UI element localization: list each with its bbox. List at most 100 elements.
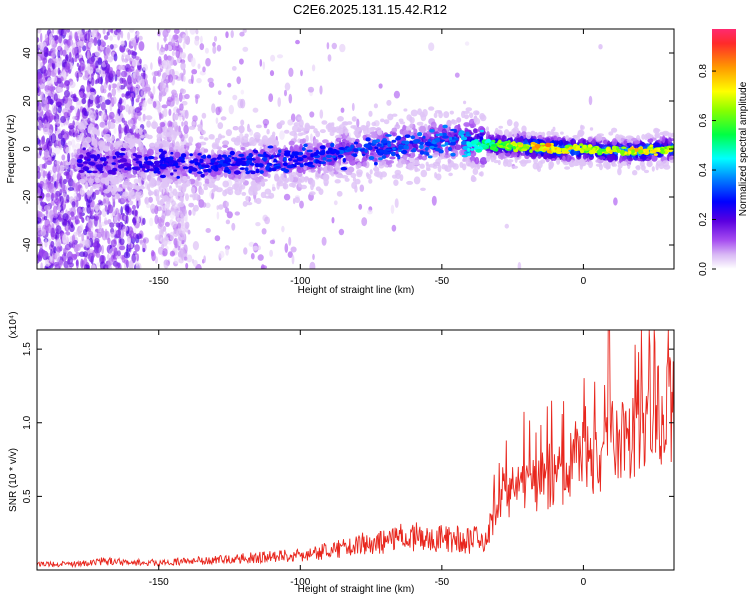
spectrogram-ridge-blob — [595, 159, 600, 163]
spectrogram-ridge-blob — [524, 160, 529, 164]
spectrogram-ridge-blob — [201, 130, 206, 135]
spectrogram-ridge-blob — [391, 127, 398, 133]
spectrogram-ridge-blob — [222, 180, 229, 188]
spectrogram-ridge-blob — [502, 159, 508, 167]
spectrogram-ridge-core — [159, 174, 166, 179]
spectrogram-ridge-blob — [389, 156, 396, 160]
spectrogram-ridge-core — [307, 161, 314, 165]
spectrogram-noise-blob — [109, 35, 113, 41]
spectrogram-noise-blob — [79, 224, 84, 232]
spectrogram-noise-blob — [76, 173, 81, 180]
spectrogram-noise-blob — [97, 57, 103, 66]
spectrogram-ridge-blob — [240, 119, 245, 126]
spectrogram-ridge-blob — [342, 121, 348, 126]
spectrogram-noise-blob — [81, 232, 85, 242]
spectrogram-ridge-blob — [128, 189, 135, 196]
spectrogram-ridge-blob — [130, 140, 136, 148]
spectrogram-ridge-blob — [299, 143, 303, 152]
spectrogram-ridge-core — [450, 152, 456, 157]
spectrogram-ridge-blob — [511, 165, 519, 169]
spectrogram-noise-blob — [130, 38, 137, 47]
spectrogram-noise-blob — [279, 130, 285, 140]
spectrogram-ridge-blob — [605, 163, 610, 170]
spectrogram-ridge-core — [111, 171, 116, 175]
spectrogram-ridge-blob — [427, 149, 431, 154]
spectrogram-ridge-blob — [444, 146, 450, 154]
spectrogram-noise-blob — [132, 204, 136, 210]
spectrogram-noise-blob — [73, 254, 77, 260]
spectrogram-noise-blob — [59, 188, 64, 194]
spectrogram-noise-blob — [220, 116, 227, 121]
spectrogram-noise-blob — [91, 30, 98, 39]
spectrogram-ridge-blob — [469, 156, 477, 164]
spectrogram-noise-blob — [141, 79, 145, 88]
spectrogram-noise-blob — [164, 87, 169, 93]
spectrogram-noise-blob — [135, 70, 140, 79]
spectrogram-ridge-blob — [459, 149, 465, 156]
spectrogram-noise-blob — [152, 85, 156, 95]
spectrogram-ridge-blob — [126, 158, 132, 164]
spectrogram-ridge-blob — [470, 176, 477, 183]
spectrogram-ridge-blob — [416, 121, 424, 126]
spectrogram-ridge-blob — [279, 120, 285, 126]
spectrogram-noise-blob — [49, 183, 55, 190]
spectrogram-noise-blob — [142, 247, 146, 253]
spectrogram-noise-blob — [155, 234, 161, 241]
spectrogram-noise-blob — [159, 112, 162, 121]
spectrogram-noise-blob — [176, 58, 181, 64]
spectrogram-ridge-blob — [178, 185, 182, 192]
spectrogram-noise-blob — [60, 115, 66, 124]
spectrogram-ridge-core — [404, 134, 411, 138]
spectrogram-ridge-blob — [315, 186, 321, 192]
spectrogram-noise-blob — [42, 59, 46, 66]
spectrogram-noise-blob — [212, 42, 216, 47]
spectrogram-noise-blob — [40, 65, 47, 74]
spectrogram-noise-blob — [194, 94, 200, 99]
spectrogram-ridge-blob — [437, 164, 442, 173]
spectrogram-ridge-core — [297, 151, 304, 156]
spectrogram-ridge-core — [82, 161, 89, 164]
spectrogram-ridge-blob — [105, 142, 112, 147]
spectrogram-noise-blob — [104, 205, 108, 212]
spectrogram-ridge-blob — [406, 180, 414, 185]
spectrogram-ridge-blob — [216, 149, 223, 157]
spectrogram-ridge-blob — [333, 171, 339, 175]
spectrogram-noise-blob — [57, 105, 62, 114]
spectrogram-ridge-blob — [496, 129, 501, 135]
spectrogram-noise-blob — [431, 195, 437, 206]
spectrogram-noise-blob — [184, 109, 189, 119]
spectrogram-noise-blob — [248, 241, 255, 247]
spectrogram-ridge-blob — [93, 204, 100, 212]
spectrogram-noise-blob — [53, 246, 57, 254]
spectrogram-noise-blob — [115, 262, 122, 269]
spectrogram-ridge-blob — [413, 128, 418, 135]
spectrogram-ridge-blob — [145, 115, 153, 121]
spectrogram-noise-blob — [37, 216, 42, 224]
spectrogram-ridge-blob — [211, 188, 216, 193]
spectrogram-noise-blob — [216, 211, 220, 220]
spectrogram-ridge-blob — [391, 113, 398, 117]
spectrogram-ridge-blob — [395, 121, 399, 127]
spectrogram-ridge-core — [170, 151, 174, 155]
spectrogram-noise-blob — [61, 70, 67, 79]
spectrogram-ridge-blob — [661, 132, 669, 137]
spectrogram-noise-blob — [95, 252, 101, 258]
spectrogram-ridge-core — [106, 155, 110, 159]
spectrogram-noise-blob — [167, 96, 173, 103]
spectrogram-ridge-core — [460, 136, 468, 141]
spectrogram-noise-blob — [91, 264, 96, 269]
spectrogram-noise-blob — [137, 94, 141, 100]
spectrogram-ridge-blob — [151, 121, 158, 129]
spectrogram-ridge-core — [288, 157, 293, 162]
spectrogram-noise-blob — [149, 217, 154, 227]
spectrogram-ridge-blob — [136, 192, 142, 196]
spectrogram-noise-blob — [133, 69, 136, 79]
spectrogram-ridge-core — [283, 152, 291, 157]
spectrogram-ridge-blob — [247, 128, 252, 133]
spectrogram-ridge-blob — [652, 142, 661, 149]
spectrogram-noise-blob — [291, 254, 295, 265]
spectrogram-noise-blob — [184, 213, 188, 223]
spectrogram-ridge-blob — [556, 157, 561, 165]
spectrogram-ridge-blob — [96, 128, 100, 137]
spectrogram-noise-blob — [239, 58, 244, 65]
